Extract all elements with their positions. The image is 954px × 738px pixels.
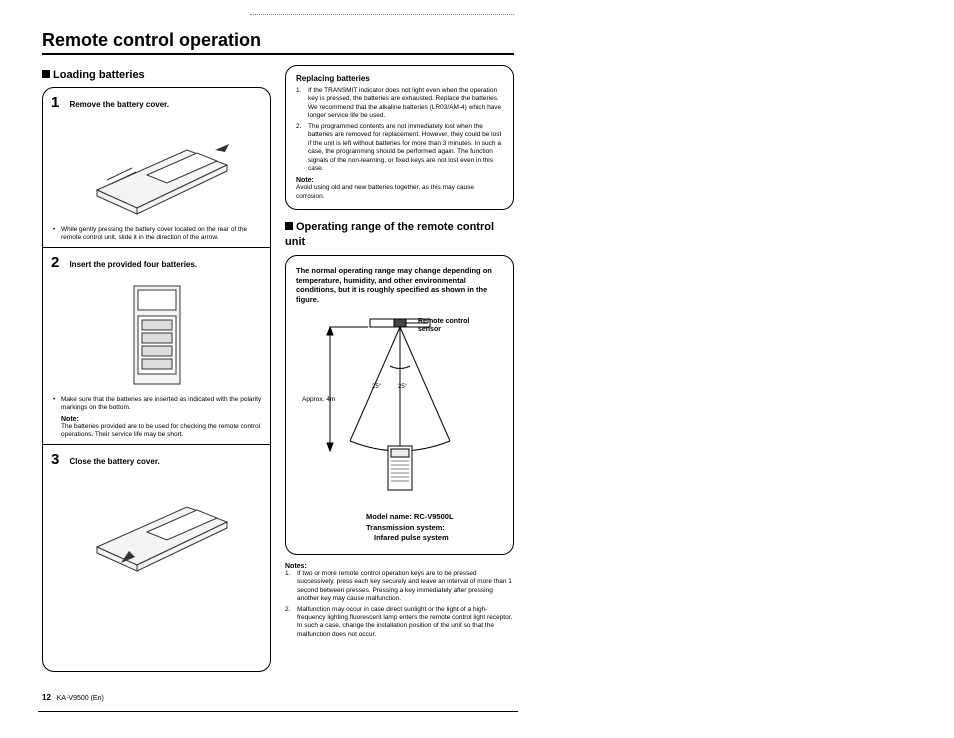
notes-block: Notes: 1.If two or more remote control o…	[285, 563, 514, 640]
notes-item-1-text: If two or more remote control operation …	[297, 570, 512, 602]
right-column: Replacing batteries 1.If the TRANSMIT in…	[285, 63, 514, 672]
title-rule	[42, 53, 514, 55]
step-1-title: Remove the battery cover.	[69, 100, 169, 109]
loading-heading: Loading batteries	[42, 69, 271, 81]
step-2: 2 Insert the provided four batteries. Ma…	[51, 254, 262, 440]
sensor-label-text: Remote control sensor	[418, 318, 469, 333]
step-1-bullet: While gently pressing the battery cover …	[51, 226, 262, 243]
battery-insert-illustration	[122, 280, 192, 390]
page-number: 12	[42, 693, 51, 702]
step-2-bullet: Make sure that the batteries are inserte…	[51, 396, 262, 413]
step-2-note-label: Note:	[51, 416, 262, 423]
replacing-note-label: Note:	[296, 177, 503, 184]
notes-item-2-text: Malfunction may occur in case direct sun…	[297, 606, 512, 638]
bottom-rule	[38, 711, 518, 712]
replacing-note-text: Avoid using old and new batteries togeth…	[296, 184, 503, 201]
operating-range-box: The normal operating range may change de…	[285, 255, 514, 555]
notes-item-1: 1.If two or more remote control operatio…	[285, 570, 514, 604]
content-columns: Loading batteries 1 Remove the battery c…	[42, 63, 514, 672]
model-name: Model name: RC-V9500L	[366, 512, 454, 523]
replacing-item-2: 2.The programmed contents are not immedi…	[296, 123, 503, 174]
notes-label: Notes:	[285, 563, 514, 570]
operating-heading-text: Operating range of the remote control un…	[285, 221, 494, 247]
loading-heading-text: Loading batteries	[53, 69, 145, 81]
approx-distance-label: Approx. 4m	[302, 396, 335, 403]
step-3-number: 3	[51, 451, 65, 468]
steps-box: 1 Remove the battery cover. While gently…	[42, 87, 271, 672]
left-column: Loading batteries 1 Remove the battery c…	[42, 63, 271, 672]
page-title: Remote control operation	[42, 30, 514, 51]
footer-model: KA-V9500 (En)	[57, 695, 104, 702]
step-separator-1	[43, 247, 270, 248]
replacing-item-2-text: The programmed contents are not immediat…	[308, 123, 501, 172]
angle-right-label: 25°	[398, 384, 407, 390]
square-bullet-icon	[285, 222, 293, 230]
replacing-title: Replacing batteries	[296, 74, 503, 83]
step-1-number: 1	[51, 94, 65, 111]
step-separator-2	[43, 444, 270, 445]
angle-left-label: 25°	[372, 384, 381, 390]
replacing-item-1: 1.If the TRANSMIT indicator does not lig…	[296, 87, 503, 121]
model-info: Model name: RC-V9500L Transmission syste…	[366, 512, 454, 544]
sensor-label: Remote control sensor	[418, 318, 469, 335]
replacing-item-1-text: If the TRANSMIT indicator does not light…	[308, 87, 501, 119]
transmission-label: Transmission system:	[366, 523, 454, 534]
transmission-value: Infared pulse system	[366, 533, 454, 544]
step-2-number: 2	[51, 254, 65, 271]
step-1: 1 Remove the battery cover. While gently…	[51, 94, 262, 243]
replacing-batteries-box: Replacing batteries 1.If the TRANSMIT in…	[285, 65, 514, 210]
operating-heading: Operating range of the remote control un…	[285, 220, 514, 249]
step-2-title: Insert the provided four batteries.	[69, 260, 197, 269]
page-footer: 12 KA-V9500 (En)	[42, 693, 104, 702]
step-2-note-text: The batteries provided are to be used fo…	[51, 423, 262, 440]
remote-cover-remove-illustration	[77, 120, 237, 220]
notes-item-2: 2.Malfunction may occur in case direct s…	[285, 606, 514, 640]
remote-cover-close-illustration	[77, 477, 237, 577]
square-bullet-icon	[42, 70, 50, 78]
operating-intro: The normal operating range may change de…	[296, 266, 503, 305]
arrow-icon	[215, 144, 229, 152]
step-3-title: Close the battery cover.	[69, 457, 159, 466]
step-3: 3 Close the battery cover.	[51, 451, 262, 577]
dotted-rule-top	[250, 14, 514, 15]
